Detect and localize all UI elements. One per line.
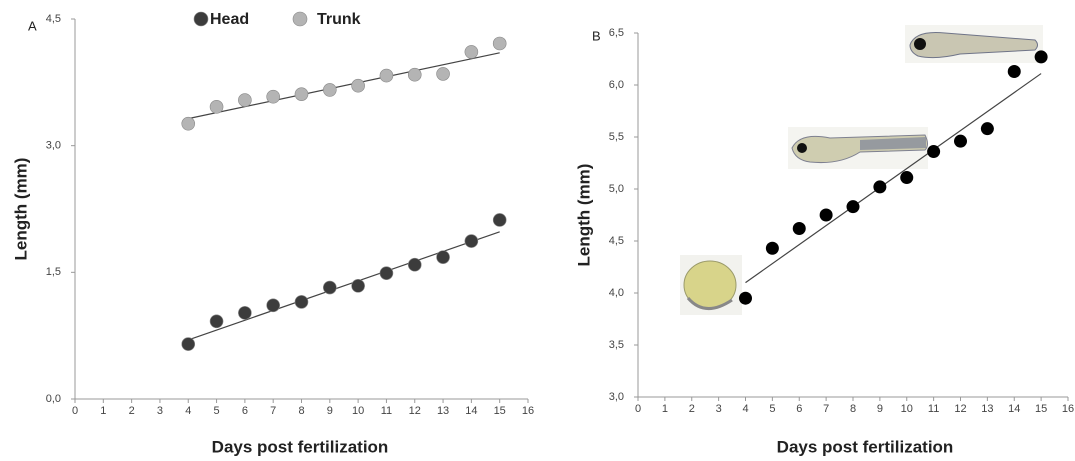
legend-marker: [193, 11, 209, 27]
x-axis-title: Days post fertilization: [777, 437, 954, 456]
data-point: [464, 234, 479, 248]
data-point: [739, 291, 752, 305]
x-tick-label: 0: [72, 405, 78, 417]
data-point: [1007, 64, 1021, 78]
x-tick-label: 4: [185, 405, 191, 417]
data-point: [464, 45, 479, 59]
x-tick-label: 2: [129, 405, 135, 417]
legend-label: Head: [210, 11, 249, 28]
data-point: [294, 295, 309, 309]
data-point: [954, 134, 967, 148]
data-point: [379, 266, 394, 280]
data-point: [238, 93, 252, 107]
x-tick-label: 13: [437, 405, 449, 417]
data-point: [351, 279, 365, 293]
x-tick-label: 9: [877, 403, 883, 415]
x-tick-label: 9: [327, 405, 333, 417]
x-tick-label: 1: [100, 405, 106, 417]
data-point: [492, 213, 507, 227]
x-tick-label: 16: [1062, 403, 1074, 415]
data-point: [266, 298, 280, 313]
x-tick-label: 1: [662, 403, 668, 415]
data-point: [323, 280, 337, 295]
x-tick-label: 6: [242, 405, 248, 417]
panel-label: B: [592, 28, 601, 43]
legend-marker: [292, 11, 308, 27]
data-point: [181, 116, 196, 131]
data-point: [209, 314, 224, 329]
x-tick-label: 8: [298, 405, 304, 417]
data-point: [407, 67, 422, 82]
x-tick-label: 14: [1008, 403, 1020, 415]
y-tick-label: 3,0: [609, 391, 624, 403]
x-tick-label: 10: [352, 405, 364, 417]
x-tick-label: 16: [522, 405, 534, 417]
x-tick-label: 10: [901, 403, 913, 415]
data-point: [765, 241, 779, 255]
y-tick-label: 4,0: [609, 287, 624, 299]
data-point: [181, 337, 196, 351]
y-tick-label: 0,0: [46, 393, 61, 405]
x-tick-label: 4: [742, 403, 748, 415]
data-point: [846, 200, 860, 214]
x-tick-label: 7: [270, 405, 276, 417]
trend-line: [745, 73, 1042, 284]
y-axis-title: Length (mm): [574, 164, 593, 267]
x-tick-label: 6: [796, 403, 802, 415]
x-axis-title: Days post fertilization: [212, 437, 389, 456]
larva-image: [788, 127, 928, 169]
data-point: [436, 250, 450, 264]
fish-image: [905, 25, 1043, 63]
data-point: [379, 68, 394, 83]
y-tick-label: 5,0: [609, 183, 624, 195]
panel-label: A: [28, 18, 37, 33]
y-tick-label: 3,5: [609, 339, 624, 351]
x-tick-label: 15: [1035, 403, 1047, 415]
data-point: [492, 36, 507, 51]
x-tick-label: 13: [981, 403, 993, 415]
data-point: [792, 222, 806, 236]
data-point: [819, 208, 833, 222]
y-tick-label: 4,5: [609, 235, 624, 247]
data-point: [980, 122, 994, 136]
x-tick-label: 8: [850, 403, 856, 415]
trend-line: [188, 52, 500, 120]
data-point: [1034, 50, 1048, 64]
x-tick-label: 12: [409, 405, 421, 417]
data-point: [351, 78, 365, 93]
x-tick-label: 11: [928, 403, 939, 415]
data-point: [927, 145, 941, 159]
data-point: [209, 100, 224, 114]
x-tick-label: 5: [214, 405, 220, 417]
egg-image: [680, 255, 742, 315]
data-point: [436, 67, 450, 81]
x-tick-label: 0: [635, 403, 641, 415]
y-tick-label: 6,0: [609, 79, 624, 91]
y-tick-label: 6,5: [609, 27, 624, 39]
data-point: [238, 306, 252, 320]
y-tick-label: 4,5: [46, 13, 61, 25]
x-tick-label: 14: [465, 405, 477, 417]
data-point: [294, 87, 309, 101]
y-axis-title: Length (mm): [11, 158, 30, 261]
data-point: [407, 257, 422, 272]
legend-label: Trunk: [317, 11, 361, 28]
x-tick-label: 15: [494, 405, 506, 417]
data-point: [873, 180, 887, 194]
x-tick-label: 7: [823, 403, 829, 415]
y-tick-label: 1,5: [46, 266, 61, 278]
y-tick-label: 3,0: [46, 140, 61, 152]
trend-line: [188, 231, 500, 341]
x-tick-label: 12: [954, 403, 966, 415]
x-tick-label: 2: [689, 403, 695, 415]
data-point: [266, 89, 280, 104]
x-tick-label: 3: [716, 403, 722, 415]
x-tick-label: 3: [157, 405, 163, 417]
data-point: [323, 83, 337, 97]
x-tick-label: 11: [381, 405, 392, 417]
data-point: [900, 171, 914, 185]
y-tick-label: 5,5: [609, 131, 624, 143]
x-tick-label: 5: [769, 403, 775, 415]
